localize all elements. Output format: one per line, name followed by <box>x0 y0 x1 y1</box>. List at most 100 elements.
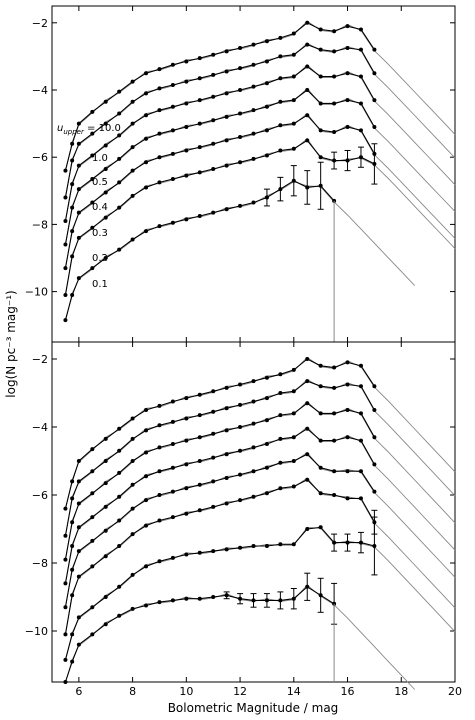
data-point <box>130 572 135 577</box>
data-point <box>345 435 350 440</box>
top-model-curves <box>64 20 456 322</box>
data-point <box>305 88 310 92</box>
data-point <box>238 111 243 116</box>
data-point <box>332 385 337 390</box>
data-point <box>184 462 189 467</box>
data-point <box>197 121 202 126</box>
data-point <box>345 46 350 50</box>
data-point <box>184 124 189 129</box>
data-point <box>197 596 202 601</box>
data-point <box>305 426 310 431</box>
data-point <box>251 200 256 205</box>
data-point <box>278 76 283 81</box>
data-point <box>211 94 216 99</box>
model-curve <box>64 138 456 297</box>
data-point <box>251 42 256 47</box>
data-point <box>130 532 135 537</box>
data-point <box>224 138 229 143</box>
data-point <box>318 438 323 443</box>
data-point <box>70 229 75 234</box>
model-curve <box>64 451 456 609</box>
data-point <box>70 182 75 187</box>
data-point <box>170 399 175 404</box>
data-point <box>184 416 189 421</box>
data-point <box>90 469 95 474</box>
data-line <box>64 453 375 608</box>
data-point <box>63 242 68 247</box>
data-point <box>197 508 202 513</box>
data-point <box>358 101 363 106</box>
data-point <box>76 210 81 215</box>
data-point <box>238 203 243 208</box>
data-point <box>197 98 202 103</box>
data-point <box>332 493 337 497</box>
data-point <box>90 153 95 158</box>
data-point <box>278 54 283 59</box>
data-point <box>318 183 323 188</box>
data-line <box>64 380 375 536</box>
data-point <box>372 462 377 467</box>
y-axis-label: log(N pc⁻³ mag⁻¹) <box>4 290 18 397</box>
data-point <box>117 584 122 589</box>
data-point <box>76 276 81 281</box>
data-point <box>372 71 377 76</box>
x-tick-label: 8 <box>129 685 136 698</box>
y-tick-label: −10 <box>25 625 48 638</box>
data-point <box>63 168 68 173</box>
data-point <box>63 657 68 662</box>
data-point <box>170 220 175 225</box>
data-point <box>76 642 81 647</box>
data-point <box>90 109 95 114</box>
data-point <box>70 567 75 572</box>
data-point <box>184 511 189 516</box>
data-point <box>157 403 162 408</box>
data-point <box>197 413 202 418</box>
data-point <box>345 124 350 129</box>
bottom-panel: 6 8 10 12 14 16 18 20 −10 −8 −6 −4 −2 <box>25 341 462 698</box>
data-point <box>76 187 81 192</box>
data-line <box>64 65 375 222</box>
top-panel: −10 −8 −6 −4 −2 uupper = 10.0 1.0 0.5 0.4 0.… <box>25 5 456 343</box>
data-point <box>157 108 162 113</box>
data-point <box>358 47 363 52</box>
data-point <box>305 584 310 589</box>
u-value-0.1: 0.1 <box>92 279 108 290</box>
data-point <box>63 557 68 562</box>
data-point <box>264 544 269 548</box>
data-point <box>318 384 323 389</box>
data-point <box>332 158 337 163</box>
y-tick-label: −8 <box>32 557 48 570</box>
data-point <box>305 357 310 361</box>
data-point <box>130 168 135 173</box>
bottom-data-series <box>63 357 378 684</box>
data-point <box>170 82 175 87</box>
data-point <box>278 542 283 547</box>
y-tick-label: −2 <box>32 17 48 30</box>
data-point <box>372 47 377 52</box>
data-point <box>130 79 135 84</box>
data-point <box>184 396 189 401</box>
data-point <box>264 442 269 446</box>
data-point <box>358 74 363 79</box>
data-point <box>372 161 377 166</box>
data-point <box>90 605 95 610</box>
data-point <box>103 99 108 104</box>
data-point <box>224 476 229 480</box>
data-point <box>318 101 323 106</box>
data-point <box>278 413 283 418</box>
data-point <box>144 603 149 608</box>
data-point <box>318 491 323 496</box>
data-point <box>197 76 202 81</box>
data-point <box>264 375 269 380</box>
x-tick-label: 12 <box>233 685 247 698</box>
y-tick-label: −4 <box>32 84 48 97</box>
data-point <box>76 121 81 126</box>
data-point <box>238 402 243 407</box>
data-point <box>238 88 243 92</box>
x-axis-label: Bolometric Magnitude / mag <box>168 701 339 715</box>
data-point <box>184 552 189 557</box>
data-point <box>103 528 108 533</box>
y-tick-label: −8 <box>32 218 48 231</box>
data-point <box>117 426 122 431</box>
